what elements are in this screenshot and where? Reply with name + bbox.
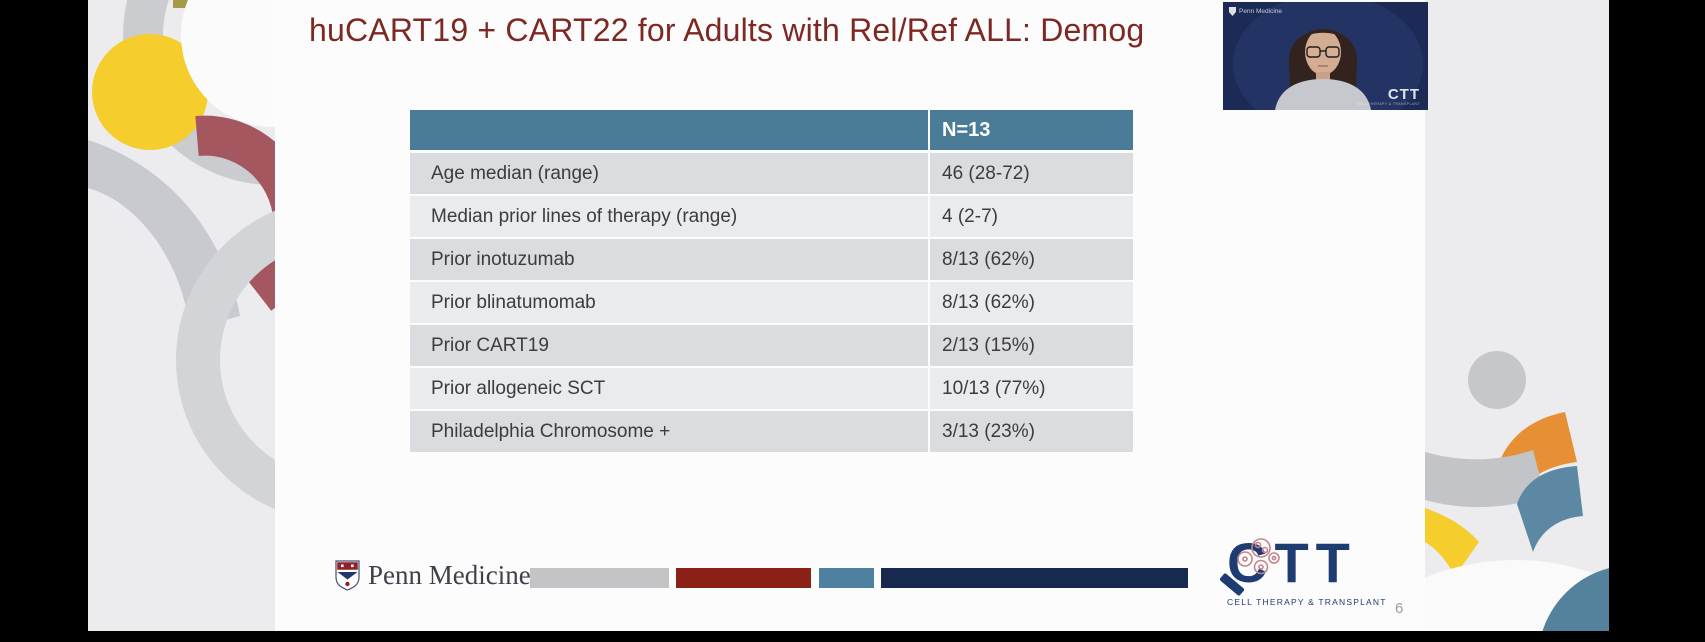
- letterbox-bottom: [0, 631, 1705, 642]
- webcam-ctt-subtext: CELL THERAPY & TRANSPLANT: [1356, 102, 1420, 106]
- table-header-n-cell: N=13: [928, 110, 1133, 150]
- slide-title: huCART19 + CART22 for Adults with Rel/Re…: [309, 12, 1145, 48]
- slide-page-number: 6: [1395, 600, 1404, 617]
- footer-bar-segment: [676, 568, 811, 588]
- penn-shield-icon: [335, 560, 360, 591]
- row-label: Prior inotuzumab: [431, 249, 575, 270]
- footer-bar-segment: [819, 568, 874, 588]
- table-row: Age median (range) 46 (28-72): [410, 153, 1133, 196]
- row-value: 8/13 (62%): [928, 282, 1133, 323]
- table-row: Prior allogeneic SCT 10/13 (77%): [410, 368, 1133, 411]
- row-label: Age median (range): [431, 163, 599, 184]
- speaker-webcam-tile[interactable]: Penn Medicine CTT CELL THERAPY & TRANSPL…: [1223, 2, 1428, 110]
- row-label: Prior CART19: [431, 335, 549, 356]
- row-value: 10/13 (77%): [928, 368, 1133, 409]
- speaker-video: [1223, 2, 1428, 110]
- table-header-row: N=13: [410, 110, 1133, 153]
- table-row: Prior inotuzumab 8/13 (62%): [410, 239, 1133, 282]
- letterbox-left: [0, 0, 88, 642]
- row-value: 2/13 (15%): [928, 325, 1133, 366]
- row-value: 8/13 (62%): [928, 239, 1133, 280]
- letterbox-right: [1609, 0, 1705, 642]
- demographics-table: N=13 Age median (range) 46 (28-72) Median …: [410, 110, 1133, 454]
- table-row: Prior blinatumomab 8/13 (62%): [410, 282, 1133, 325]
- row-value: 4 (2-7): [928, 196, 1133, 237]
- deco-shapes-left-graphic: [88, 0, 275, 632]
- penn-shield-icon-small: [1229, 7, 1236, 16]
- footer-bar-segment: [530, 568, 669, 588]
- webcam-watermark: Penn Medicine: [1229, 7, 1282, 16]
- ctt-letters: CTT: [1227, 531, 1357, 594]
- ctt-tagline: CELL THERAPY & TRANSPLANT: [1227, 597, 1387, 607]
- penn-medicine-wordmark: Penn Medicine: [368, 560, 531, 590]
- penn-medicine-logo: Penn Medicine: [335, 560, 531, 591]
- row-value: 3/13 (23%): [928, 411, 1133, 452]
- webcam-ctt-logo: CTT CELL THERAPY & TRANSPLANT: [1357, 87, 1420, 106]
- ctt-wordmark: CTT: [1219, 531, 1377, 597]
- table-body: Age median (range) 46 (28-72) Median prior…: [410, 153, 1133, 454]
- deco-shapes-right-graphic: [1425, 0, 1609, 632]
- slide-deco-right: [1425, 0, 1609, 632]
- row-label: Median prior lines of therapy (range): [431, 206, 738, 227]
- table-header-empty-cell: [410, 110, 928, 150]
- webcam-watermark-text: Penn Medicine: [1239, 8, 1282, 15]
- row-value: 46 (28-72): [928, 153, 1133, 194]
- cell-cluster-icon: [1237, 538, 1280, 575]
- table-row: Median prior lines of therapy (range) 4 (…: [410, 196, 1133, 239]
- row-label: Prior allogeneic SCT: [431, 378, 606, 399]
- footer-color-bar: [275, 568, 1425, 588]
- slide-deco-left: [88, 0, 275, 632]
- table-row: Philadelphia Chromosome + 3/13 (23%): [410, 411, 1133, 454]
- ctt-logo: CTT CELL THERAPY & TRANSPLANT: [1219, 531, 1387, 607]
- row-label: Philadelphia Chromosome +: [431, 421, 671, 442]
- footer-bar-segment: [881, 568, 1188, 588]
- row-label: Prior blinatumomab: [431, 292, 596, 313]
- table-row: Prior CART19 2/13 (15%): [410, 325, 1133, 368]
- webcam-ctt-text: CTT: [1387, 86, 1420, 103]
